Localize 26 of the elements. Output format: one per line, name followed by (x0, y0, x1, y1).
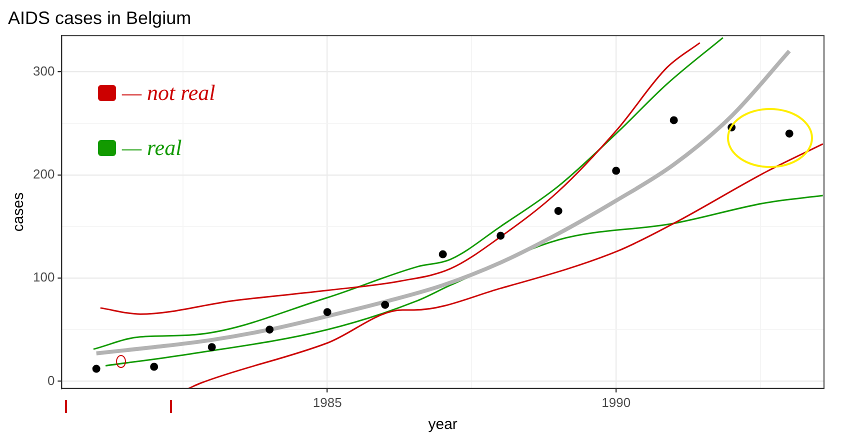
chart-title: AIDS cases in Belgium (8, 8, 192, 28)
point (670, 116, 678, 124)
point (323, 308, 332, 316)
point (438, 250, 447, 258)
line-series (100, 42, 701, 315)
y-tick-label: 0 (47, 372, 55, 388)
y-tick-label: 200 (32, 166, 55, 182)
point (208, 343, 216, 352)
point (381, 300, 390, 309)
y-tick-label: 300 (32, 63, 55, 78)
y-tick-label: 100 (32, 270, 55, 285)
annotation: — not real (122, 80, 216, 106)
y-axis-title: cases (10, 192, 28, 232)
point (554, 206, 562, 215)
x-tick-label: 1990 (602, 394, 631, 410)
x-axis-title: year (428, 416, 458, 434)
annotation: — real (122, 135, 182, 161)
line-series (188, 143, 824, 388)
line-series (104, 194, 824, 366)
point (92, 364, 100, 373)
point (496, 232, 505, 240)
point (612, 166, 620, 175)
x-tick-label: 1985 (312, 394, 342, 410)
point (150, 362, 158, 371)
point (785, 130, 794, 138)
point (266, 326, 274, 334)
